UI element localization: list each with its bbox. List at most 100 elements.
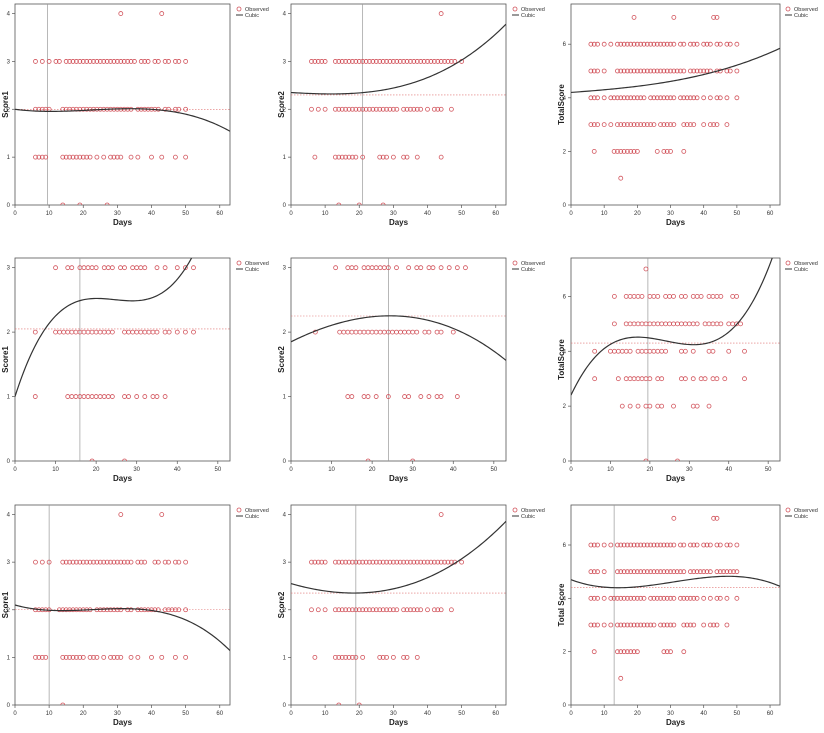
x-tick-label: 0	[289, 211, 293, 217]
observed-point	[97, 559, 103, 565]
observed-point	[591, 569, 597, 575]
x-tick-label: 0	[569, 211, 573, 217]
observed-point	[690, 348, 696, 354]
observed-point	[701, 622, 707, 628]
observed-point	[618, 148, 624, 154]
observed-point	[176, 559, 182, 565]
observed-point	[135, 559, 141, 565]
observed-point	[43, 154, 49, 160]
observed-point	[332, 654, 338, 660]
observed-point	[681, 649, 687, 655]
observed-point	[91, 559, 96, 565]
observed-point	[611, 95, 617, 101]
observed-point	[624, 41, 630, 47]
observed-point	[105, 265, 111, 271]
observed-point	[111, 154, 117, 160]
observed-point	[332, 154, 338, 160]
cubic-fit-line	[571, 258, 773, 396]
observed-point	[130, 329, 136, 335]
x-tick-label: 30	[133, 467, 140, 473]
observed-point	[346, 59, 352, 64]
observed-point	[414, 154, 420, 160]
observed-point	[426, 265, 432, 271]
x-tick-label: 60	[492, 211, 499, 217]
observed-point	[67, 559, 73, 565]
observed-point	[710, 348, 716, 354]
observed-point	[623, 348, 629, 354]
observed-point	[643, 348, 649, 354]
observed-point	[394, 265, 399, 271]
x-tick-label: 20	[93, 467, 100, 473]
observed-point	[634, 649, 640, 655]
observed-point	[663, 321, 669, 327]
x-tick-label: 50	[734, 211, 741, 217]
observed-point	[641, 122, 647, 127]
y-tick-label: 2	[563, 650, 567, 656]
x-tick-label: 0	[13, 467, 17, 473]
observed-point	[341, 329, 347, 335]
observed-point	[406, 265, 412, 271]
y-tick-label: 4	[563, 596, 567, 602]
observed-point	[336, 702, 342, 705]
y-tick-label: 0	[283, 459, 287, 465]
observed-point	[591, 95, 597, 101]
observed-point	[651, 569, 657, 575]
x-tick-label: 30	[409, 467, 416, 473]
observed-point	[353, 59, 359, 64]
observed-point	[377, 59, 383, 64]
observed-point	[70, 59, 76, 64]
observed-point	[654, 542, 660, 548]
observed-point	[438, 394, 444, 399]
observed-point	[377, 654, 383, 660]
observed-point	[668, 649, 673, 655]
observed-point	[634, 68, 640, 74]
observed-point	[615, 41, 620, 47]
observed-point	[172, 154, 178, 160]
observed-point	[166, 329, 172, 335]
observed-point	[61, 329, 67, 335]
observed-point	[659, 321, 665, 327]
observed-point	[446, 265, 452, 271]
observed-point	[431, 559, 437, 565]
observed-point	[742, 348, 747, 354]
observed-point	[108, 59, 113, 64]
observed-point	[647, 376, 653, 382]
observed-point	[655, 294, 661, 299]
x-tick-label: 40	[424, 211, 431, 217]
observed-point	[727, 68, 733, 74]
observed-point	[109, 329, 115, 335]
observed-point	[154, 329, 160, 335]
observed-point	[707, 41, 713, 47]
observed-point	[727, 569, 733, 575]
observed-point	[688, 122, 693, 127]
observed-point	[634, 595, 640, 601]
observed-point	[445, 59, 451, 64]
observed-point	[80, 654, 86, 660]
observed-point	[408, 59, 413, 64]
observed-point	[628, 148, 634, 154]
observed-point	[84, 59, 90, 64]
observed-point	[77, 59, 83, 64]
y-tick-label: 4	[563, 96, 567, 102]
observed-point	[701, 68, 707, 74]
observed-point	[664, 68, 670, 74]
observed-point	[426, 394, 432, 399]
observed-point	[588, 95, 594, 101]
observed-point	[651, 622, 657, 628]
observed-point	[370, 607, 376, 613]
observed-point	[668, 41, 673, 47]
observed-point	[618, 675, 624, 681]
observed-point	[434, 394, 440, 399]
observed-point	[691, 542, 697, 548]
observed-point	[639, 348, 645, 354]
observed-point	[353, 654, 359, 660]
observed-point	[361, 265, 367, 271]
plot-frame	[14, 257, 231, 462]
observed-point	[118, 265, 123, 271]
observed-point	[618, 41, 624, 47]
observed-point	[641, 542, 647, 548]
